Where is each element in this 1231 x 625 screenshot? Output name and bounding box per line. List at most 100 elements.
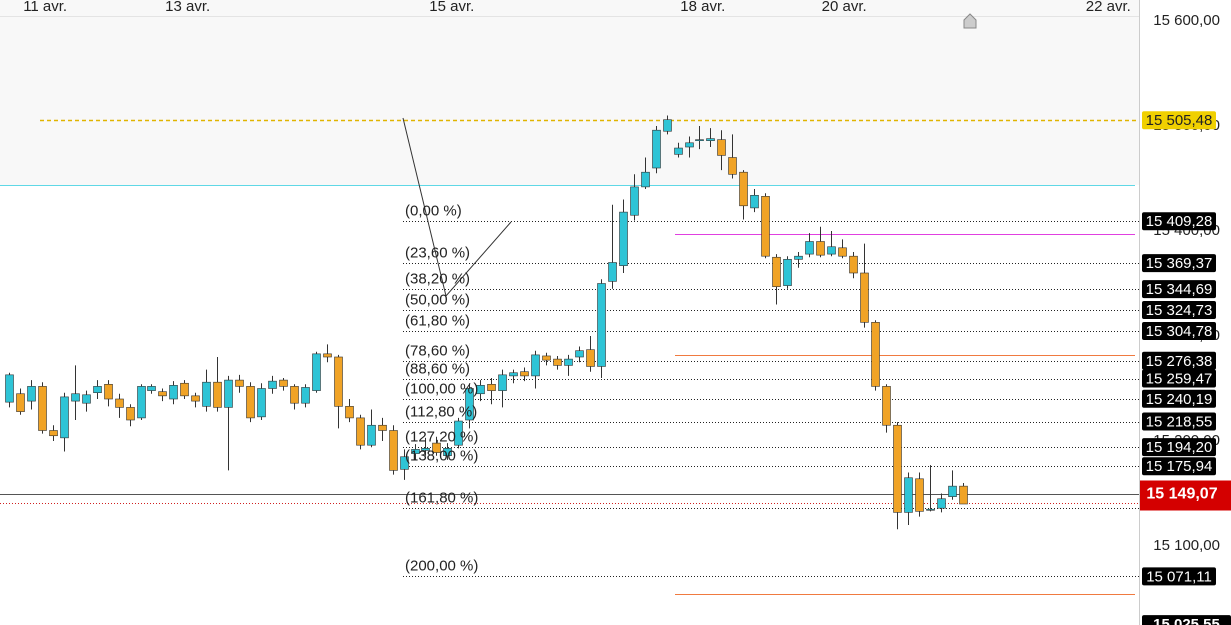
candle-body [937, 498, 946, 509]
fib-value-label: 15 344,69 [1146, 281, 1213, 298]
fib-value-label: 15 071,11 [1146, 568, 1212, 585]
fib-ratio-label: (88,60 %) [405, 360, 470, 377]
candle-body [147, 386, 156, 391]
candle-body [202, 381, 211, 407]
fib-value-label-bg [1142, 254, 1216, 273]
candle-body [432, 442, 441, 453]
home-icon[interactable] [963, 13, 977, 29]
candle-body [93, 386, 102, 393]
candle-body [27, 386, 36, 402]
fib-trend-line [402, 117, 512, 298]
fib-ratio-label: (100,00 %) [405, 380, 478, 397]
fib-value-label: 15 240,19 [1146, 391, 1213, 408]
candle-body [323, 353, 332, 358]
candle-body [443, 448, 452, 456]
fib-ratio-label: (161,80 %) [405, 489, 478, 506]
fib-ratio-label: (23,60 %) [405, 244, 470, 261]
fib-ratio-label: (78,60 %) [405, 342, 470, 359]
fib-ratio-label: (112,80 %) [405, 403, 477, 420]
candle-body [421, 448, 430, 451]
candle-body [926, 508, 935, 511]
candle-body [279, 379, 288, 387]
candle-body [652, 129, 661, 169]
line-price-label-bg [1142, 111, 1216, 130]
candle-body [312, 353, 321, 391]
candle-body [783, 259, 792, 286]
zone-shade [0, 0, 1139, 185]
candle-body [257, 388, 266, 418]
candle-body [893, 424, 902, 513]
fib-ratio-label: (38,20 %) [405, 270, 470, 287]
candle-body [454, 420, 463, 446]
candle-body [224, 379, 233, 408]
fib-value-label: 15 276,38 [1146, 353, 1213, 370]
candle-body [411, 449, 420, 454]
candle-body [542, 355, 551, 361]
candle-body [49, 430, 58, 437]
fib-value-label-bg [1142, 389, 1216, 408]
candle-body [948, 485, 957, 497]
candle-body [268, 380, 277, 389]
candle-body [126, 407, 135, 421]
fib-value-label-bg [1142, 438, 1216, 457]
candle-body [169, 385, 178, 400]
fib-value-label: 15 409,28 [1146, 213, 1213, 230]
candle-body [860, 272, 869, 323]
fib-ratio-label: (61,80 %) [405, 312, 470, 329]
candle-body [882, 386, 891, 426]
candle-body [706, 138, 715, 141]
candle-body [564, 358, 573, 366]
candle-body [717, 139, 726, 156]
candle-body [476, 385, 485, 395]
bottom-price-label-bg [1142, 615, 1231, 625]
candle-body [180, 382, 189, 397]
candle-body [630, 186, 639, 216]
fib-value-label-bg [1142, 457, 1216, 476]
current-price-label: 15 149,07 [1146, 486, 1217, 503]
candle-body [750, 194, 759, 209]
candle-body [641, 171, 650, 188]
candle-body [465, 388, 474, 421]
candle-body [246, 386, 255, 419]
candle-body [586, 349, 595, 367]
candle-body [378, 424, 387, 431]
candle-body [16, 393, 25, 412]
fib-value-label: 15 218,55 [1146, 413, 1213, 430]
candle-body [509, 372, 518, 377]
x-tick-label: 11 avr. [23, 0, 67, 15]
fib-value-label-bg [1142, 301, 1216, 320]
candle-body [663, 119, 672, 132]
candle-body [137, 386, 146, 419]
candle-body [487, 383, 496, 391]
candle-body [158, 391, 167, 397]
candle-body [60, 396, 69, 439]
candle-body [761, 196, 770, 257]
x-tick-label: 22 avr. [1086, 0, 1131, 15]
candle-body [772, 256, 781, 287]
fib-value-label: 15 259,47 [1146, 371, 1213, 388]
fib-value-label-bg [1142, 567, 1216, 586]
candle-body [685, 142, 694, 148]
fib-ratio-label: (200,00 %) [405, 557, 478, 574]
candle-body [389, 430, 398, 471]
candle-body [5, 374, 14, 403]
candle-body [115, 398, 124, 408]
candle-body [367, 424, 376, 446]
candle-body [597, 283, 606, 367]
fib-ratio-label: (138,00 %) [405, 447, 478, 464]
candle-body [290, 386, 299, 404]
bottom-price-label: 15 025,55 [1153, 616, 1220, 625]
candle-body [575, 350, 584, 358]
x-tick-label: 15 avr. [429, 0, 474, 15]
candle-body [739, 171, 748, 207]
x-tick-label: 20 avr. [822, 0, 867, 15]
candle-body [213, 381, 222, 408]
candle-body [849, 255, 858, 274]
candle-body [728, 157, 737, 175]
candle-body [794, 255, 803, 260]
candle-body [553, 358, 562, 366]
fib-ratio-label: (127,20 %) [405, 428, 478, 445]
fib-ratio-label: (0,00 %) [405, 202, 462, 219]
candle-body [400, 456, 409, 470]
